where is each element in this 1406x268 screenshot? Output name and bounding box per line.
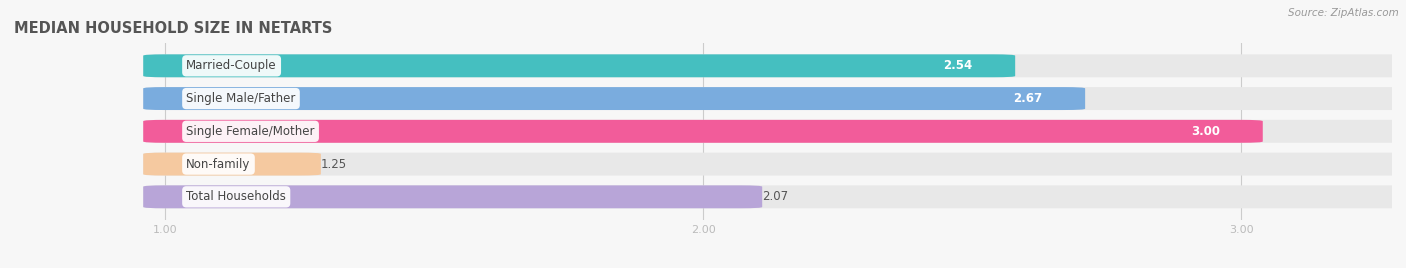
Text: 1.25: 1.25	[321, 158, 347, 170]
FancyBboxPatch shape	[143, 120, 1406, 143]
FancyBboxPatch shape	[143, 185, 1406, 208]
Text: Married-Couple: Married-Couple	[187, 59, 277, 72]
Text: MEDIAN HOUSEHOLD SIZE IN NETARTS: MEDIAN HOUSEHOLD SIZE IN NETARTS	[14, 21, 332, 36]
Text: 2.54: 2.54	[943, 59, 972, 72]
FancyBboxPatch shape	[143, 54, 1015, 77]
Text: Non-family: Non-family	[187, 158, 250, 170]
FancyBboxPatch shape	[143, 54, 1406, 77]
FancyBboxPatch shape	[143, 87, 1085, 110]
Text: 2.07: 2.07	[762, 190, 789, 203]
Text: Source: ZipAtlas.com: Source: ZipAtlas.com	[1288, 8, 1399, 18]
Text: Total Households: Total Households	[187, 190, 287, 203]
Text: 2.67: 2.67	[1012, 92, 1042, 105]
FancyBboxPatch shape	[143, 185, 762, 208]
Text: Single Male/Father: Single Male/Father	[187, 92, 295, 105]
FancyBboxPatch shape	[143, 87, 1406, 110]
FancyBboxPatch shape	[143, 152, 321, 176]
Text: 3.00: 3.00	[1191, 125, 1220, 138]
Text: Single Female/Mother: Single Female/Mother	[187, 125, 315, 138]
FancyBboxPatch shape	[143, 152, 1406, 176]
FancyBboxPatch shape	[143, 120, 1263, 143]
